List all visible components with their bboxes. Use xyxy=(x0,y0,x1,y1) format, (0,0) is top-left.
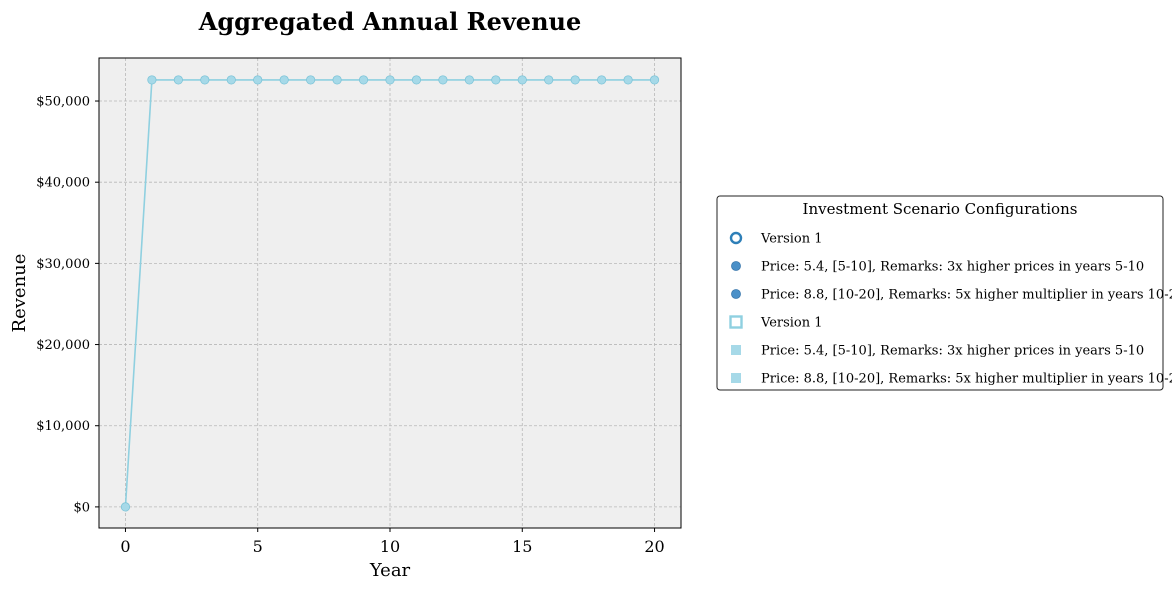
y-tick-label: $10,000 xyxy=(36,419,90,434)
x-axis-ticks: 0 5 10 15 20 xyxy=(120,528,665,556)
data-point xyxy=(332,75,342,85)
y-axis-label: Revenue xyxy=(9,254,30,333)
data-point xyxy=(385,75,395,85)
x-tick-label: 15 xyxy=(512,537,532,556)
legend-title: Investment Scenario Configurations xyxy=(803,200,1078,218)
legend: Investment Scenario Configurations Versi… xyxy=(716,195,1172,391)
data-point xyxy=(173,75,183,85)
legend-label: Price: 8.8, [10-20], Remarks: 5x higher … xyxy=(761,372,1172,387)
legend-label: Version 1 xyxy=(760,232,823,247)
x-tick-label: 20 xyxy=(644,537,664,556)
data-point xyxy=(226,75,236,85)
data-point xyxy=(438,75,448,85)
legend-marker xyxy=(731,373,741,383)
x-tick-label: 10 xyxy=(380,537,400,556)
series-layer xyxy=(120,75,660,512)
y-tick-label: $50,000 xyxy=(36,95,90,110)
chart-title: Aggregated Annual Revenue xyxy=(198,7,582,36)
legend-box xyxy=(716,195,1164,391)
legend-entries: Version 1 Price: 5.4, [5-10], Remarks: 3x… xyxy=(729,231,1172,387)
legend-label: Price: 8.8, [10-20], Remarks: 5x higher … xyxy=(761,288,1172,303)
data-point xyxy=(147,75,157,85)
data-point xyxy=(253,75,263,85)
x-axis-label: Year xyxy=(369,560,411,581)
data-point xyxy=(649,75,660,85)
data-point xyxy=(570,75,580,85)
data-point xyxy=(597,75,607,85)
data-point xyxy=(411,75,422,85)
data-point xyxy=(120,502,131,512)
y-tick-label: $40,000 xyxy=(36,176,90,191)
grid-lines xyxy=(99,58,681,528)
legend-marker xyxy=(731,289,741,299)
x-tick-label: 0 xyxy=(120,537,130,556)
data-point xyxy=(306,75,316,85)
y-tick-label: $30,000 xyxy=(36,257,90,272)
data-point xyxy=(358,75,369,85)
y-tick-label: $20,000 xyxy=(36,338,90,353)
legend-marker xyxy=(729,315,743,329)
data-point xyxy=(623,75,633,85)
data-point xyxy=(464,75,474,85)
y-axis-ticks: $0 $10,000 $20,000 $30,000 $40,000 $50,000 xyxy=(36,95,99,515)
legend-marker xyxy=(729,231,743,245)
legend-marker xyxy=(731,345,741,355)
data-point xyxy=(544,75,554,85)
data-point xyxy=(517,75,527,85)
data-point xyxy=(491,75,501,85)
legend-marker xyxy=(731,261,741,271)
x-tick-label: 5 xyxy=(253,537,263,556)
legend-label: Price: 5.4, [5-10], Remarks: 3x higher p… xyxy=(761,344,1144,359)
y-tick-label: $0 xyxy=(73,500,90,515)
legend-label: Version 1 xyxy=(760,316,823,331)
data-point xyxy=(200,75,210,85)
legend-label: Price: 5.4, [5-10], Remarks: 3x higher p… xyxy=(761,260,1144,275)
data-point xyxy=(279,75,289,85)
